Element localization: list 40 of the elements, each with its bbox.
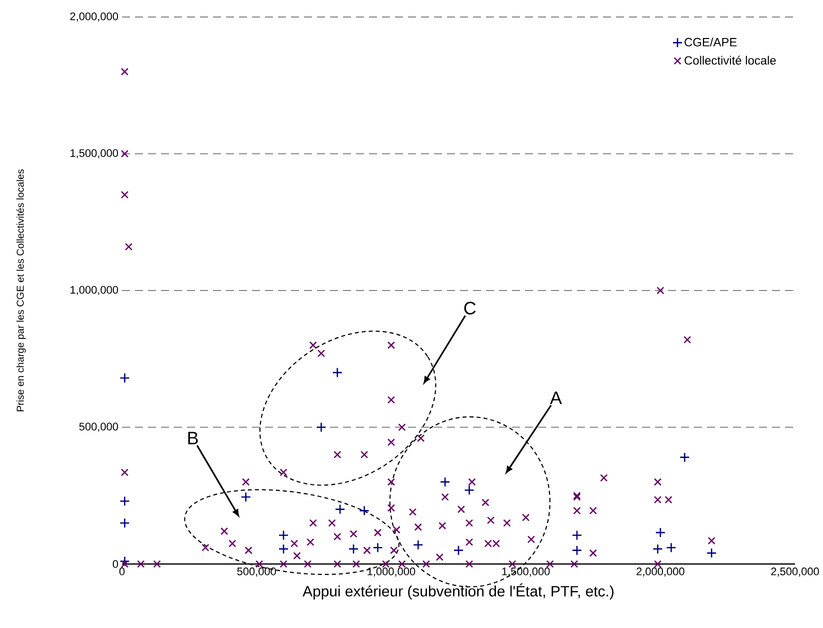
point [278, 544, 289, 554]
y-tick-label: 2,000,000 [70, 12, 118, 22]
point [655, 527, 666, 538]
point [652, 544, 663, 554]
point [278, 530, 289, 540]
annotation: B [188, 432, 198, 444]
point [348, 544, 359, 554]
point [120, 518, 130, 528]
point [334, 504, 346, 514]
x-tick-label: 500,000 [237, 568, 276, 577]
y-tick-label: 0 [112, 560, 118, 568]
y-tick-label: 1,000,000 [70, 286, 118, 296]
point [464, 485, 474, 496]
y-tick-label: 500,000 [79, 422, 118, 432]
legend-label: CGE/APE [684, 38, 737, 46]
point [412, 540, 424, 550]
x-tick-label: 1,500,000 [502, 568, 550, 577]
y-axis-title: Prise en charge par les CGE et les Collectivités locales [16, 169, 26, 412]
y-tick-label: 1,500,000 [70, 149, 118, 158]
x-tick-label: 2,000,000 [636, 568, 684, 577]
point [572, 545, 582, 556]
x-tick-label: 2,500,000 [771, 568, 819, 577]
point [679, 452, 690, 462]
legend-label: Collectivité locale [684, 56, 776, 65]
point [240, 492, 251, 502]
point [572, 530, 582, 540]
point [706, 548, 717, 558]
point [120, 372, 130, 384]
x-tick-label: 1,000,000 [368, 568, 416, 577]
point [120, 556, 130, 566]
x-axis-title: Appui extérieur (subvention de l'État, PTF, etc.) [302, 583, 614, 600]
annotation: C [464, 302, 476, 314]
point [372, 542, 383, 553]
x-tick-label: 0 [119, 568, 125, 576]
point [440, 476, 450, 488]
point [453, 545, 464, 556]
annotation: A [550, 392, 562, 404]
point [359, 506, 370, 516]
point [120, 496, 130, 506]
point [666, 542, 676, 553]
